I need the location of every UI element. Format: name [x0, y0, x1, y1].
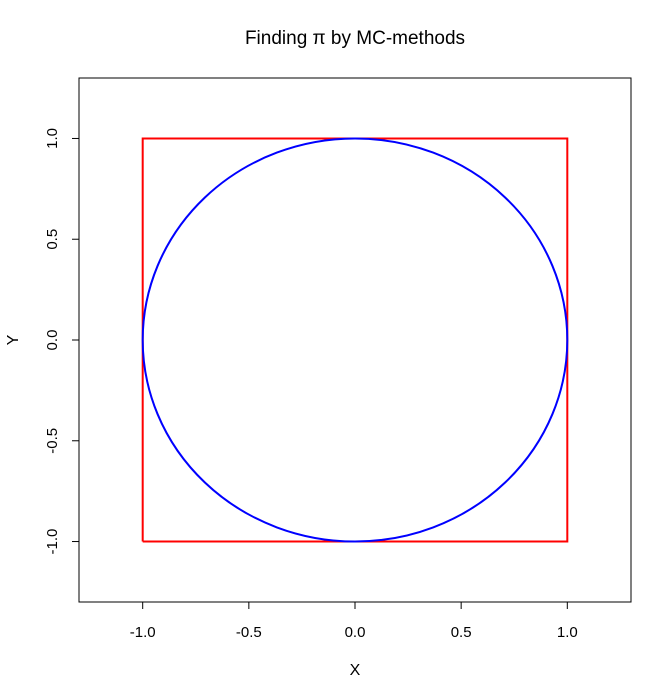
x-tick-label: 0.0: [345, 624, 366, 641]
plot-frame: [78, 77, 632, 603]
x-tick-label: -1.0: [130, 624, 156, 641]
x-axis-label: X: [350, 662, 361, 679]
y-tick-label: -0.5: [44, 428, 61, 454]
y-tick-label: 0.0: [44, 330, 61, 351]
bounding-square: [141, 137, 569, 543]
series-layer: [141, 137, 569, 543]
y-axis: -1.0 -0.5 0.0 0.5 1.0: [44, 128, 80, 555]
y-tick-label: -1.0: [44, 529, 61, 555]
x-tick-label: -0.5: [236, 624, 262, 641]
unit-circle: [141, 137, 569, 543]
x-tick-label: 1.0: [557, 624, 578, 641]
y-axis-label: Y: [5, 334, 22, 345]
chart-title: Finding π by MC-methods: [245, 28, 465, 49]
y-tick-label: 0.5: [44, 229, 61, 250]
y-tick-label: 1.0: [44, 128, 61, 149]
x-axis: -1.0 -0.5 0.0 0.5 1.0: [130, 601, 578, 641]
x-tick-label: 0.5: [451, 624, 472, 641]
